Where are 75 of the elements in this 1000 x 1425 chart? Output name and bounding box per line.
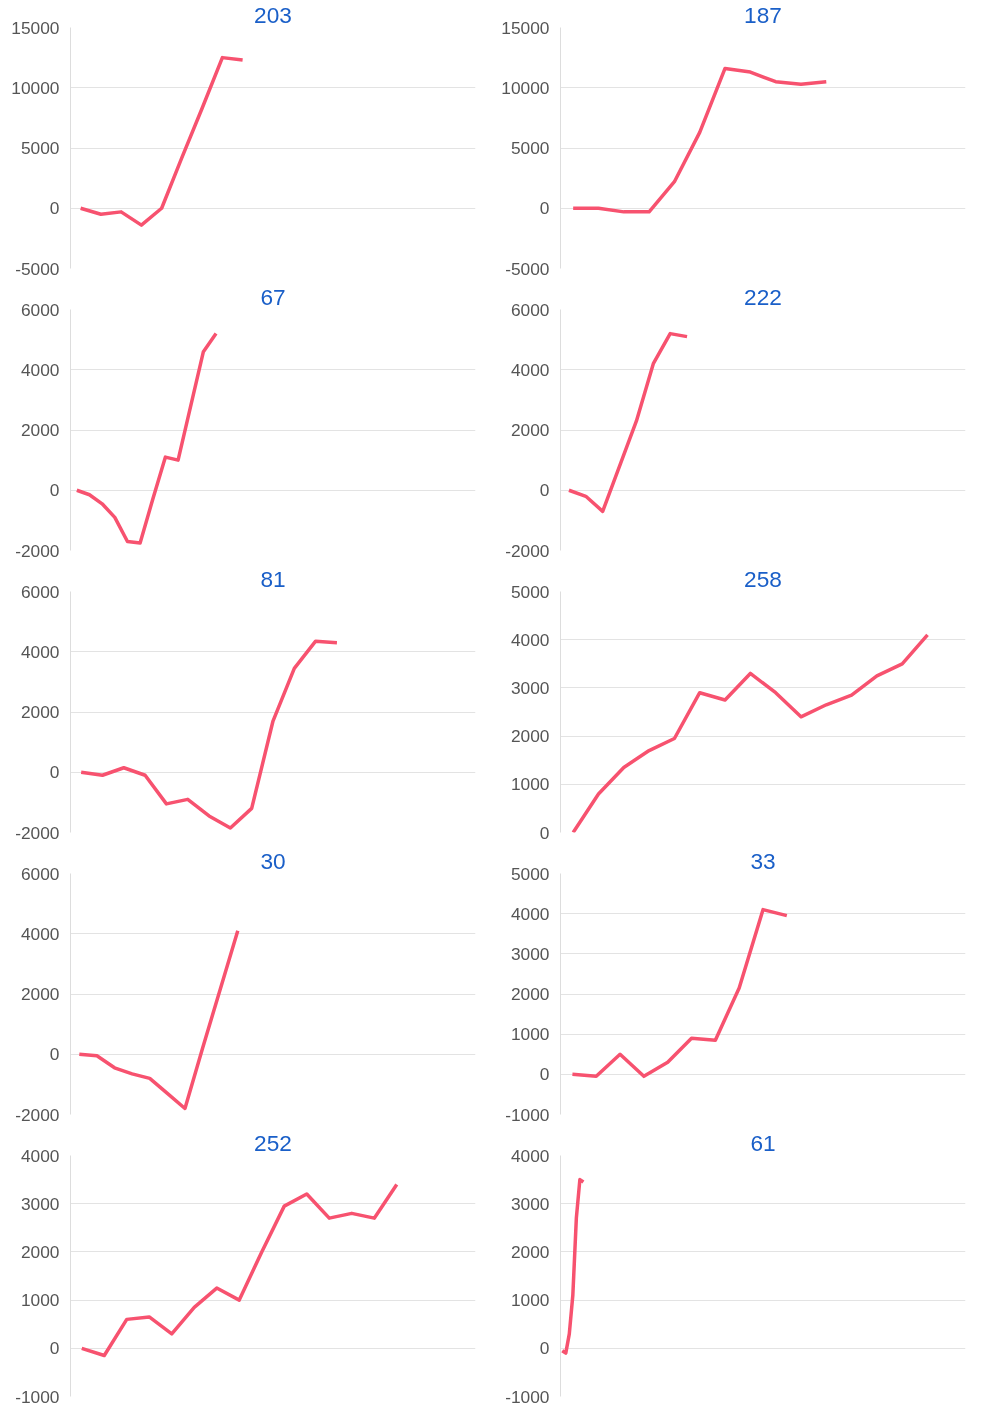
y-tick-label: 6000 (20, 863, 60, 884)
line-series (571, 66, 829, 214)
y-tick-label: 3000 (510, 677, 550, 698)
y-tick-label: 0 (539, 822, 550, 843)
y-tick-label: 0 (539, 480, 550, 501)
y-tick-label: 0 (539, 198, 550, 219)
chart-title: 30 (260, 847, 286, 874)
y-tick-label: 4000 (20, 641, 60, 662)
y-tick-label: -1000 (15, 1386, 60, 1407)
y-tick-label: 3000 (20, 1193, 60, 1214)
y-tick-label: 6000 (20, 299, 60, 320)
y-tick-label: 2000 (20, 1241, 60, 1262)
y-tick-label: 2000 (20, 420, 60, 440)
y-tick-label: 4000 (510, 629, 550, 650)
y-tick-label: 1000 (20, 1290, 60, 1311)
line-series (567, 331, 689, 514)
y-tick-label: 0 (49, 1044, 60, 1065)
chart-title: 81 (260, 565, 286, 592)
y-tick-label: 15000 (501, 17, 550, 38)
y-tick-label: 5000 (20, 138, 60, 158)
chart-title: 33 (750, 847, 776, 874)
y-tick-label: 2000 (510, 420, 550, 440)
y-tick-label: 3000 (510, 1193, 550, 1214)
y-tick-label: -2000 (505, 540, 550, 561)
y-tick-label: 4000 (510, 1145, 550, 1166)
y-tick-label: 1000 (510, 774, 550, 795)
y-tick-label: 1000 (510, 1290, 550, 1311)
line-series (75, 331, 218, 545)
y-tick-label: 1000 (510, 1024, 550, 1045)
y-tick-label: 0 (539, 1064, 550, 1085)
y-tick-label: 5000 (510, 863, 550, 884)
y-tick-label: -1000 (505, 1386, 550, 1407)
y-tick-label: 2000 (510, 726, 550, 747)
chart-title: 61 (750, 1129, 776, 1156)
chart-title: 252 (254, 1129, 292, 1156)
y-tick-label: 4000 (20, 359, 60, 380)
line-series (78, 55, 245, 227)
y-tick-label: 2000 (510, 984, 550, 1004)
y-tick-label: 4000 (20, 923, 60, 944)
y-tick-label: 6000 (20, 581, 60, 602)
y-tick-label: 2000 (510, 1241, 550, 1262)
line-series (571, 633, 930, 833)
y-tick-label: 3000 (510, 943, 550, 964)
y-tick-label: 2000 (20, 702, 60, 722)
y-tick-label: -5000 (15, 258, 60, 279)
y-tick-label: 0 (539, 1338, 550, 1359)
y-tick-label: -5000 (505, 258, 550, 279)
y-tick-label: 0 (49, 198, 60, 219)
y-tick-label: -2000 (15, 822, 60, 843)
line-series (80, 1182, 399, 1358)
chart-title: 187 (744, 1, 782, 28)
chart-title: 222 (744, 283, 782, 310)
y-tick-label: 4000 (510, 359, 550, 380)
y-tick-label: 10000 (501, 77, 550, 98)
y-tick-label: 2000 (20, 984, 60, 1004)
y-tick-label: 6000 (510, 299, 550, 320)
y-tick-label: 0 (49, 1338, 60, 1359)
y-tick-label: 5000 (510, 581, 550, 602)
y-tick-label: -1000 (505, 1104, 550, 1125)
line-series (77, 928, 240, 1111)
y-tick-label: 5000 (510, 138, 550, 158)
y-tick-label: -2000 (15, 540, 60, 561)
chart-title: 203 (254, 1, 292, 28)
y-tick-label: 4000 (20, 1145, 60, 1166)
y-tick-label: 10000 (11, 77, 60, 98)
y-tick-label: 0 (49, 762, 60, 783)
y-tick-label: -2000 (15, 1104, 60, 1125)
chart-title: 67 (260, 283, 286, 310)
line-series (560, 1177, 586, 1355)
y-tick-label: 15000 (11, 17, 60, 38)
chart-title: 258 (744, 565, 782, 592)
y-tick-label: 4000 (510, 903, 550, 924)
line-series (79, 639, 339, 830)
line-series (570, 907, 789, 1079)
y-tick-label: 0 (49, 480, 60, 501)
